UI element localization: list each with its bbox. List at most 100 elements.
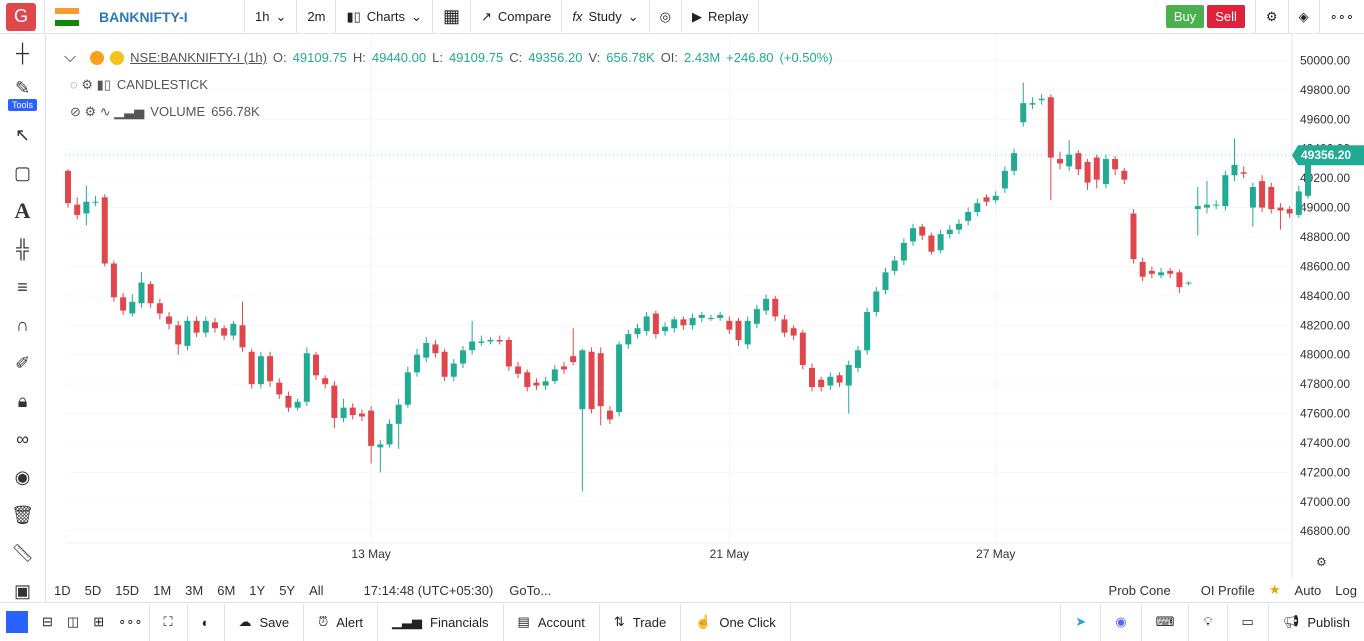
lock-tool[interactable]: 🔒︎	[17, 390, 28, 411]
magnet-tool[interactable]: ∩	[16, 314, 29, 335]
range-button[interactable]: 3M	[185, 582, 204, 598]
replay[interactable]: ▶ Replay	[682, 0, 760, 33]
screenshot-tool[interactable]: ▣	[13, 580, 31, 601]
legend-symbol[interactable]: NSE:BANKNIFTY-I (1h)	[130, 50, 267, 65]
publish-label[interactable]: Publish	[1307, 614, 1350, 630]
replay-label[interactable]: Replay	[707, 9, 749, 24]
compare[interactable]: ↗ Compare	[471, 0, 563, 33]
pen-tool[interactable]: ✎ Tools	[0, 72, 45, 116]
trade-label[interactable]: Trade	[632, 614, 667, 630]
sell-button[interactable]: Sell	[1207, 5, 1245, 28]
financials[interactable]: ▁▃▅ Financials	[378, 603, 504, 641]
layouts[interactable]: ⊟ ◫ ⊞ ∘∘∘	[0, 603, 150, 641]
range-button[interactable]: All	[309, 582, 324, 598]
discord[interactable]: ◉	[1101, 603, 1142, 641]
compare-label[interactable]: Compare	[497, 9, 552, 24]
trade[interactable]: ⇅ Trade	[600, 603, 682, 641]
goto[interactable]: GoTo...	[509, 582, 552, 598]
save-label[interactable]: Save	[259, 614, 290, 630]
prob-cone[interactable]: Prob Cone	[1108, 582, 1171, 598]
symbol-cell[interactable]: BANKNIFTY-I	[45, 0, 245, 33]
candle-body	[1222, 175, 1229, 207]
layout-4[interactable]: ⊞	[93, 614, 105, 629]
financials-label[interactable]: Financials	[430, 614, 489, 630]
logo[interactable]: G	[6, 2, 36, 31]
candle-body	[349, 407, 356, 416]
legend-value: 49440.00	[371, 50, 427, 65]
instagram[interactable]: ◎	[650, 0, 682, 33]
range-button[interactable]: 1M	[153, 582, 172, 598]
range-button[interactable]: 1D	[54, 582, 71, 598]
publish[interactable]: 📢︎ Publish	[1282, 614, 1350, 630]
account[interactable]: ▤ Account	[504, 603, 600, 641]
fullscreen[interactable]: ⛶	[150, 603, 188, 641]
fib-tool[interactable]: ╬	[16, 238, 29, 259]
text-tool[interactable]: A	[14, 198, 31, 223]
layout-3[interactable]: ◫	[66, 614, 80, 629]
cursor-tool[interactable]: ↖	[14, 124, 31, 145]
candle-body	[211, 322, 218, 329]
video[interactable]: ▭	[1228, 603, 1269, 641]
link-tool[interactable]: ∞	[16, 428, 29, 449]
save[interactable]: ☁ Save	[225, 603, 305, 641]
symbol[interactable]: BANKNIFTY-I	[99, 8, 188, 25]
study[interactable]: fx Study ⌄	[562, 0, 650, 33]
axis-settings[interactable]: ⚙	[1316, 555, 1327, 569]
candle-body	[597, 353, 604, 407]
crosshair-tool[interactable]: ┼	[16, 42, 29, 63]
study-label[interactable]: Study	[588, 9, 622, 24]
interval-label[interactable]: 1h	[255, 9, 270, 24]
candle-body	[652, 313, 659, 335]
oi-profile[interactable]: OI Profile	[1200, 582, 1255, 598]
ruler-tool[interactable]: 📏︎	[11, 542, 34, 563]
candle-body	[423, 342, 430, 358]
settings[interactable]: ⚙	[1254, 0, 1289, 33]
logo-cell[interactable]: G	[0, 0, 45, 33]
replay-interval-label[interactable]: 2m	[307, 9, 326, 24]
theme[interactable]: ◐	[188, 603, 225, 641]
buy-button[interactable]: Buy	[1165, 5, 1205, 28]
candle-body	[478, 341, 485, 343]
range-button[interactable]: 1Y	[249, 582, 266, 598]
auto[interactable]: Auto	[1294, 582, 1322, 598]
keyboard[interactable]: ⌨	[1142, 603, 1190, 641]
candle-body	[873, 291, 880, 313]
layers[interactable]: ◈	[1289, 0, 1320, 33]
legend-value: 2.43M	[684, 50, 721, 65]
rect-tool[interactable]: ▢	[13, 162, 31, 183]
layout-2[interactable]: ⊟	[42, 614, 53, 629]
layout-1[interactable]	[6, 611, 28, 633]
candle-body	[138, 282, 145, 304]
layout[interactable]: ▦	[433, 0, 471, 33]
account-label[interactable]: Account	[537, 614, 585, 630]
candle-body	[101, 197, 108, 264]
alert-label[interactable]: Alert	[336, 614, 364, 630]
range-button[interactable]: 5D	[84, 582, 102, 598]
trash-tool[interactable]: 🗑︎	[11, 504, 34, 525]
one-click[interactable]: ☝ One Click	[681, 603, 791, 641]
candle-body	[854, 350, 861, 368]
idea[interactable]: 💡︎	[1189, 603, 1228, 641]
range-button[interactable]: 15D	[115, 582, 140, 598]
lock-draw-tool[interactable]: ✐	[14, 352, 31, 373]
charts-label[interactable]: Charts	[366, 9, 406, 24]
alert[interactable]: ⏰︎ Alert	[304, 603, 379, 641]
collapse[interactable]: ⌵	[64, 48, 77, 66]
eye-tool[interactable]: ◉	[14, 466, 31, 487]
range-button[interactable]: 6M	[217, 582, 236, 598]
replay-interval[interactable]: 2m	[297, 0, 337, 33]
line-tool[interactable]: ≡	[17, 276, 28, 297]
star[interactable]: ★	[1268, 582, 1281, 597]
log[interactable]: Log	[1335, 582, 1357, 598]
y-tick-label: 47600.00	[1300, 407, 1350, 421]
icons[interactable]: ◌ ⚙ ▮▯	[70, 76, 111, 92]
icons[interactable]: ⊘ ⚙ ∿ ▁▃▅	[70, 103, 145, 119]
interval[interactable]: 1h ⌄	[245, 0, 298, 33]
more[interactable]: ∘∘∘	[118, 614, 143, 629]
more[interactable]: ∘∘∘	[1329, 8, 1354, 24]
range-button[interactable]: 5Y	[279, 582, 296, 598]
telegram[interactable]: ➤	[1060, 603, 1102, 641]
one-click-label[interactable]: One Click	[719, 614, 776, 630]
candle-body	[175, 325, 182, 345]
charts[interactable]: ▮▯ Charts ⌄	[336, 0, 433, 33]
